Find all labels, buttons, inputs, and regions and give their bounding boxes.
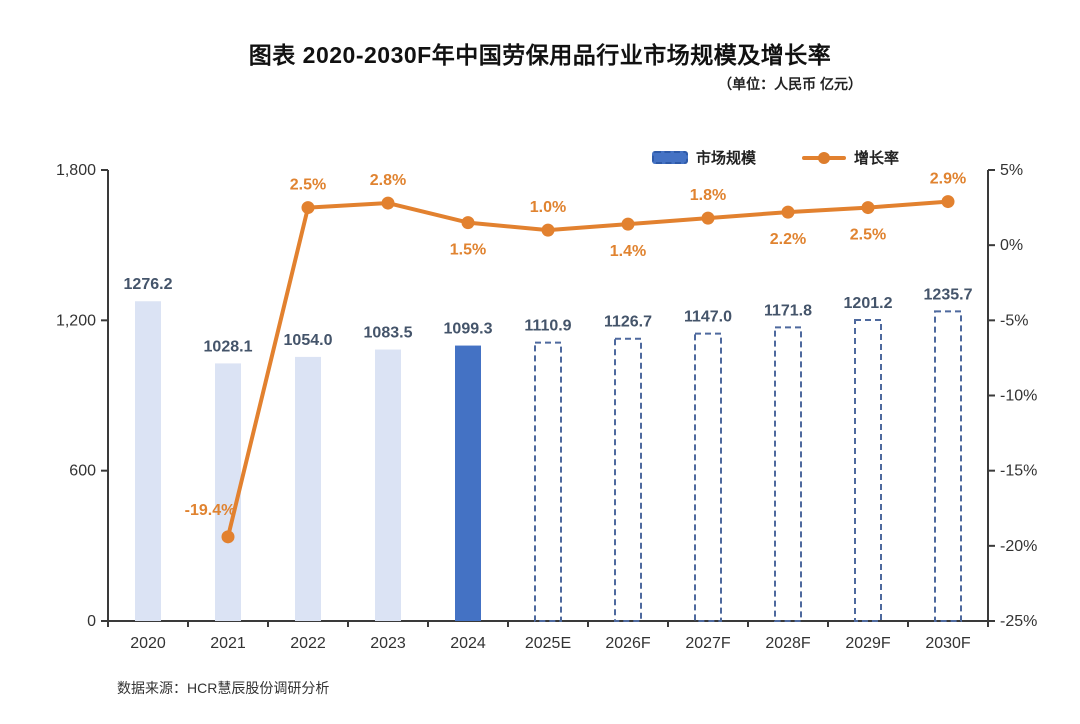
market-size-bar-swatch-icon	[652, 151, 688, 164]
growth-point-2024	[461, 216, 475, 230]
bar-2027F	[694, 332, 722, 622]
growth-point-2025E	[541, 223, 555, 237]
y-axis-right-tick-label: -5%	[1000, 312, 1028, 329]
y-axis-right-tick-label: 5%	[1000, 162, 1023, 179]
growth-value-label-2027F: 1.8%	[690, 187, 726, 204]
y-axis-left-tick-label: 1,800	[56, 162, 96, 179]
x-axis-label-2020: 2020	[130, 635, 166, 652]
bar-2025E	[534, 341, 562, 622]
growth-point-2027F	[701, 211, 715, 225]
growth-point-2030F	[941, 195, 955, 209]
growth-point-2023	[381, 196, 395, 210]
legend-label-growth-rate: 增长率	[854, 150, 900, 167]
growth-value-label-2023: 2.8%	[370, 172, 406, 189]
growth-point-2021	[221, 530, 235, 544]
x-axis-label-2028F: 2028F	[765, 635, 811, 652]
growth-rate-line	[226, 199, 949, 538]
bar-value-label-2022: 1054.0	[284, 332, 333, 349]
bar-value-label-2020: 1276.2	[124, 276, 173, 293]
x-axis-label-2027F: 2027F	[685, 635, 731, 652]
y-axis-right-tick-label: -25%	[1000, 613, 1037, 630]
bar-value-label-2027F: 1147.0	[684, 309, 732, 326]
bar-2026F	[614, 337, 642, 622]
x-axis-label-2030F: 2030F	[925, 635, 971, 652]
chart-legend: 市场规模 增长率	[652, 147, 899, 168]
bar-2028F	[774, 326, 802, 622]
x-axis-label-2021: 2021	[210, 635, 246, 652]
bar-2029F	[854, 319, 882, 622]
bar-2023	[375, 349, 401, 621]
growth-point-2029F	[861, 201, 875, 215]
legend-item-market-size: 市场规模	[652, 147, 756, 168]
y-axis-right-tick-label: 0%	[1000, 237, 1023, 254]
y-axis-right-tick-label: -20%	[1000, 538, 1037, 555]
growth-value-label-2021: -19.4%	[185, 502, 236, 519]
x-axis-label-2026F: 2026F	[605, 635, 651, 652]
growth-value-label-2028F: 2.2%	[770, 231, 806, 248]
bar-2021	[215, 363, 241, 621]
growth-value-label-2024: 1.5%	[450, 242, 486, 259]
y-axis-left-tick-label: 1,200	[56, 312, 96, 329]
bar-value-label-2029F: 1201.2	[844, 295, 893, 312]
growth-value-label-2029F: 2.5%	[850, 227, 886, 244]
growth-value-label-2026F: 1.4%	[610, 243, 646, 260]
x-axis-label-2025E: 2025E	[525, 635, 571, 652]
growth-point-2028F	[781, 205, 795, 219]
bar-value-label-2028F: 1171.8	[764, 302, 812, 319]
x-axis-label-2022: 2022	[290, 635, 326, 652]
bar-2022	[295, 356, 321, 621]
unit-note: （单位：人民币 亿元）	[718, 76, 862, 92]
bar-value-label-2030F: 1235.7	[924, 286, 973, 303]
bar-2030F	[934, 310, 962, 622]
bar-value-label-2026F: 1126.7	[604, 314, 652, 331]
bar-2024	[455, 345, 481, 621]
x-axis-label-2024: 2024	[450, 635, 486, 652]
data-source-note: 数据来源：HCR慧辰股份调研分析	[117, 680, 330, 696]
growth-point-2022	[301, 201, 315, 215]
y-axis-left-tick-label: 0	[87, 613, 96, 630]
growth-value-label-2022: 2.5%	[290, 177, 326, 194]
y-axis-right-tick-label: -15%	[1000, 463, 1037, 480]
growth-point-2026F	[621, 217, 635, 231]
bar-value-label-2023: 1083.5	[364, 325, 413, 342]
x-axis-label-2029F: 2029F	[845, 635, 891, 652]
growth-rate-line-swatch-icon	[802, 151, 847, 164]
bar-value-label-2025E: 1110.9	[524, 318, 571, 335]
legend-label-market-size: 市场规模	[696, 150, 757, 167]
growth-value-label-2030F: 2.9%	[930, 171, 966, 188]
bar-value-label-2021: 1028.1	[204, 338, 253, 355]
chart-title: 图表 2020-2030F年中国劳保用品行业市场规模及增长率	[248, 42, 832, 68]
legend-item-growth-rate: 增长率	[802, 147, 899, 168]
bar-value-label-2024: 1099.3	[444, 321, 493, 338]
x-axis-label-2023: 2023	[370, 635, 406, 652]
bar-2020	[135, 301, 161, 621]
y-axis-left-tick-label: 600	[69, 463, 96, 480]
growth-value-label-2025E: 1.0%	[530, 199, 566, 216]
y-axis-right-tick-label: -10%	[1000, 388, 1037, 405]
